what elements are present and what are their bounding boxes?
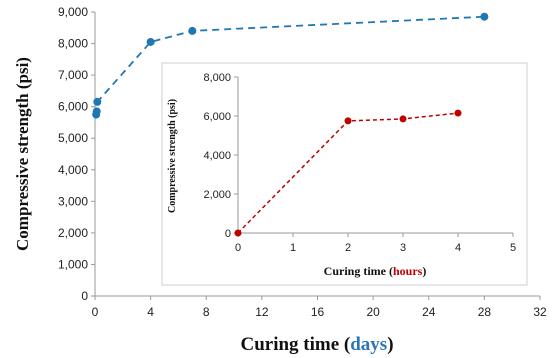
inset-y-tick-label: 0: [225, 228, 231, 240]
inset-y-axis-title: Compressive strength (psi): [167, 99, 178, 213]
inset-y-tick-label: 4,000: [203, 150, 231, 162]
main-data-point: [146, 37, 155, 46]
main-series: [92, 12, 489, 119]
main-chart: 0 4 8 12 16 20 24 28 32 01,0002,0003,0004,0005,0…: [13, 5, 547, 355]
main-x-tick-label: 32: [533, 305, 547, 319]
main-x-tick-label: 0: [92, 305, 99, 319]
main-y-tick-label: 5,000: [58, 131, 88, 145]
inset-x-tick-label: 5: [510, 242, 516, 254]
inset-y-tick-label: 6,000: [203, 111, 231, 123]
main-y-tick-label: 8,000: [58, 37, 88, 51]
main-x-tick-label: 16: [311, 305, 325, 319]
inset-data-point: [399, 115, 407, 123]
main-y-tick-label: 0: [81, 289, 88, 303]
main-y-ticks: 0 1,000 2,000 3,000 4,000 5,000 6,000 7,000 8,00…: [58, 5, 95, 303]
inset-data-point: [344, 117, 352, 125]
inset-frame: [161, 62, 528, 286]
inset-x-axis-title: Curing time (hours): [324, 264, 427, 278]
inset-x-tick-label: 4: [455, 242, 461, 254]
main-y-axis-title: Compressive strength (psi): [13, 57, 32, 251]
main-data-point: [93, 97, 102, 106]
main-y-tick-label: 3,000: [58, 194, 88, 208]
main-x-tick-label: 24: [422, 305, 436, 319]
inset-chart: 0 1 2 3 4 5 0 2,000 4,000 6,000 8,000 Curing time…: [161, 62, 528, 286]
main-y-tick-label: 4,000: [58, 163, 88, 177]
main-x-tick-label: 20: [366, 305, 380, 319]
main-data-point: [92, 107, 101, 116]
inset-series: [234, 109, 462, 237]
inset-x-tick-label: 1: [290, 242, 296, 254]
main-x-tick-label: 8: [203, 305, 210, 319]
main-x-tick-label: 4: [147, 305, 154, 319]
inset-x-axis-unit: hours: [393, 264, 423, 278]
main-y-tick-label: 6,000: [58, 100, 88, 114]
inset-x-tick-label: 2: [345, 242, 351, 254]
main-y-tick-label: 7,000: [58, 68, 88, 82]
inset-x-tick-label: 3: [400, 242, 406, 254]
inset-y-tick-label: 8,000: [203, 72, 231, 84]
inset-series-line: [237, 112, 459, 234]
main-x-axis-title: Curing time (days): [240, 334, 393, 355]
main-x-axis-unit: days: [350, 334, 387, 355]
main-x-tick-label: 12: [255, 305, 269, 319]
main-x-tick-label: 28: [478, 305, 492, 319]
main-y-tick-label: 2,000: [58, 226, 88, 240]
inset-y-ticks: 0 2,000 4,000 6,000 8,000: [203, 72, 238, 240]
main-data-point: [188, 26, 197, 35]
main-y-tick-label: 1,000: [58, 257, 88, 271]
inset-data-point: [454, 109, 462, 117]
main-y-tick-label: 9,000: [58, 5, 88, 19]
inset-data-point: [234, 229, 242, 237]
main-x-ticks: 0 4 8 12 16 20 24 28 32: [92, 296, 547, 319]
main-data-point: [480, 12, 489, 21]
inset-y-tick-label: 2,000: [203, 189, 231, 201]
inset-x-tick-label: 0: [235, 242, 241, 254]
